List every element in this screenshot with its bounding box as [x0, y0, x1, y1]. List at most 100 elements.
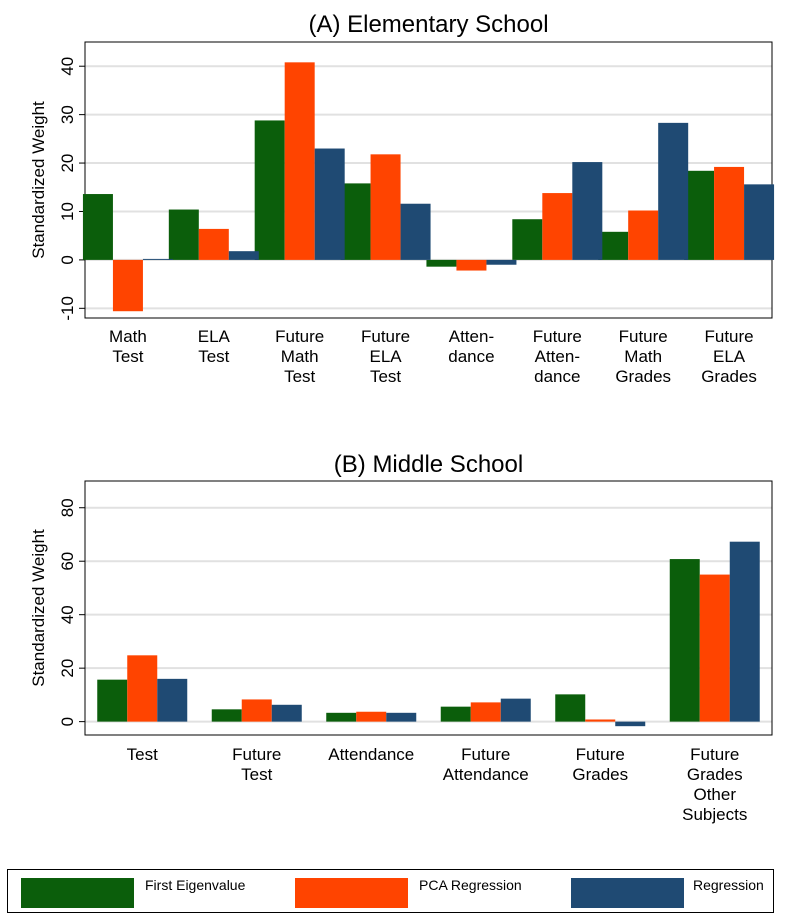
- legend-swatch-regression: [571, 878, 684, 908]
- bar-a-regression: [572, 162, 603, 260]
- panel-b-category-label: Other: [693, 785, 736, 804]
- panel-b-frame: [84, 480, 773, 736]
- bar-b-pca-regression: [127, 655, 158, 722]
- bar-a-pca-regression: [284, 62, 315, 260]
- legend: First Eigenvalue PCA Regression Regressi…: [7, 869, 774, 913]
- bar-b-pca-regression: [470, 702, 501, 722]
- bar-a-pca-regression: [542, 193, 573, 260]
- panel-a-category-label: ELA: [369, 347, 402, 366]
- legend-item-regression: [571, 878, 684, 908]
- panel-a-category-label: Future: [275, 327, 324, 346]
- bar-a-regression: [486, 259, 517, 265]
- bar-a-regression: [400, 203, 431, 260]
- bar-a-pca-regression: [456, 259, 487, 271]
- panel-b-category-label: Test: [127, 745, 158, 764]
- panel-b-category-label: Future: [461, 745, 510, 764]
- panel-a-category-label: Future: [619, 327, 668, 346]
- panel-a-category-label: Grades: [701, 367, 757, 386]
- bar-b-regression: [615, 721, 646, 727]
- panel-a-category-label: Test: [370, 367, 401, 386]
- bar-a-regression: [744, 184, 775, 260]
- bar-a-pca-regression: [714, 166, 745, 260]
- panel-a-category-label: Future: [533, 327, 582, 346]
- panel-b-category-label: Attendance: [443, 765, 529, 784]
- panel-b-ylabel: Standardized Weight: [29, 529, 48, 687]
- bar-a-first-eigenvalue: [426, 259, 457, 267]
- bar-a-pca-regression: [628, 210, 659, 260]
- bar-a-first-eigenvalue: [340, 183, 371, 260]
- bar-b-first-eigenvalue: [555, 694, 586, 722]
- bar-a-first-eigenvalue: [512, 219, 543, 260]
- panel-a-category-label: Math: [624, 347, 662, 366]
- bar-b-first-eigenvalue: [326, 712, 357, 722]
- panel-a-category-label: Atten-: [449, 327, 494, 346]
- panel-b-category-label: Future: [232, 745, 281, 764]
- panel-a-ytick-label: 40: [58, 57, 77, 76]
- legend-label-pca-regression: PCA Regression: [419, 877, 522, 893]
- bar-a-first-eigenvalue: [598, 231, 629, 260]
- bar-b-first-eigenvalue: [440, 706, 471, 722]
- panel-a-title: (A) Elementary School: [308, 11, 548, 38]
- bar-b-regression: [271, 704, 302, 722]
- panel-a-category-label: Math: [281, 347, 319, 366]
- panel-a-category-label: Test: [112, 347, 143, 366]
- panel-a-ytick-label: -10: [58, 296, 77, 321]
- bar-a-first-eigenvalue: [82, 194, 113, 260]
- legend-label-regression: Regression: [693, 877, 764, 893]
- panel-a-ytick-label: 30: [58, 105, 77, 124]
- bar-a-pca-regression: [198, 228, 229, 260]
- panel-b-category-label: Attendance: [328, 745, 414, 764]
- bar-a-first-eigenvalue: [684, 170, 715, 260]
- bar-a-first-eigenvalue: [168, 209, 199, 260]
- panel-a-frame: [84, 41, 773, 319]
- panel-b-category-label: Grades: [687, 765, 743, 784]
- legend-swatch-first-eigenvalue: [21, 878, 134, 908]
- bar-a-first-eigenvalue: [254, 120, 285, 260]
- panel-a-ylabel: Standardized Weight: [29, 101, 48, 259]
- panel-b-category-label: Subjects: [682, 805, 747, 824]
- bar-a-regression: [314, 148, 345, 260]
- panel-a-category-label: Future: [361, 327, 410, 346]
- panel-b-title: (B) Middle School: [334, 451, 523, 478]
- bar-b-pca-regression: [585, 719, 616, 722]
- bar-b-regression: [386, 712, 417, 722]
- bar-b-pca-regression: [699, 574, 730, 722]
- panel-a-category-label: Grades: [615, 367, 671, 386]
- panel-b-category-label: Grades: [572, 765, 628, 784]
- bar-a-pca-regression: [370, 154, 401, 260]
- bar-b-first-eigenvalue: [97, 679, 128, 722]
- panel-a-category-label: dance: [448, 347, 494, 366]
- bar-b-pca-regression: [241, 699, 272, 722]
- panel-a-category-label: Test: [198, 347, 229, 366]
- bar-a-pca-regression: [112, 259, 143, 312]
- bar-b-first-eigenvalue: [211, 709, 242, 722]
- bar-b-first-eigenvalue: [669, 559, 700, 722]
- legend-swatch-pca-regression: [295, 878, 408, 908]
- panel-b-ytick-label: 80: [58, 498, 77, 517]
- panel-b-ytick-label: 60: [58, 552, 77, 571]
- panel-b-ytick-label: 40: [58, 605, 77, 624]
- panel-a-ytick-label: 10: [58, 202, 77, 221]
- panel-a-ytick-label: 0: [58, 255, 77, 264]
- bar-a-regression: [658, 122, 689, 260]
- panel-a-category-label: Atten-: [535, 347, 580, 366]
- bar-b-regression: [157, 678, 188, 722]
- panel-a-category-label: Test: [284, 367, 315, 386]
- legend-item-first-eigenvalue: [21, 878, 134, 908]
- panel-a-ytick-label: 20: [58, 154, 77, 173]
- panel-a-category-label: dance: [534, 367, 580, 386]
- panel-b-category-label: Future: [690, 745, 739, 764]
- bar-b-regression: [500, 698, 531, 722]
- panel-a-category-label: Future: [704, 327, 753, 346]
- panel-a-category-label: ELA: [198, 327, 231, 346]
- bar-b-regression: [729, 541, 760, 722]
- panel-b-category-label: Future: [576, 745, 625, 764]
- bar-a-regression: [142, 258, 173, 260]
- panel-b-ytick-label: 20: [58, 659, 77, 678]
- legend-item-pca-regression: [295, 878, 408, 908]
- panel-a-category-label: ELA: [713, 347, 746, 366]
- panel-b-category-label: Test: [241, 765, 272, 784]
- legend-label-first-eigenvalue: First Eigenvalue: [145, 877, 246, 893]
- panel-b-ytick-label: 0: [58, 717, 77, 726]
